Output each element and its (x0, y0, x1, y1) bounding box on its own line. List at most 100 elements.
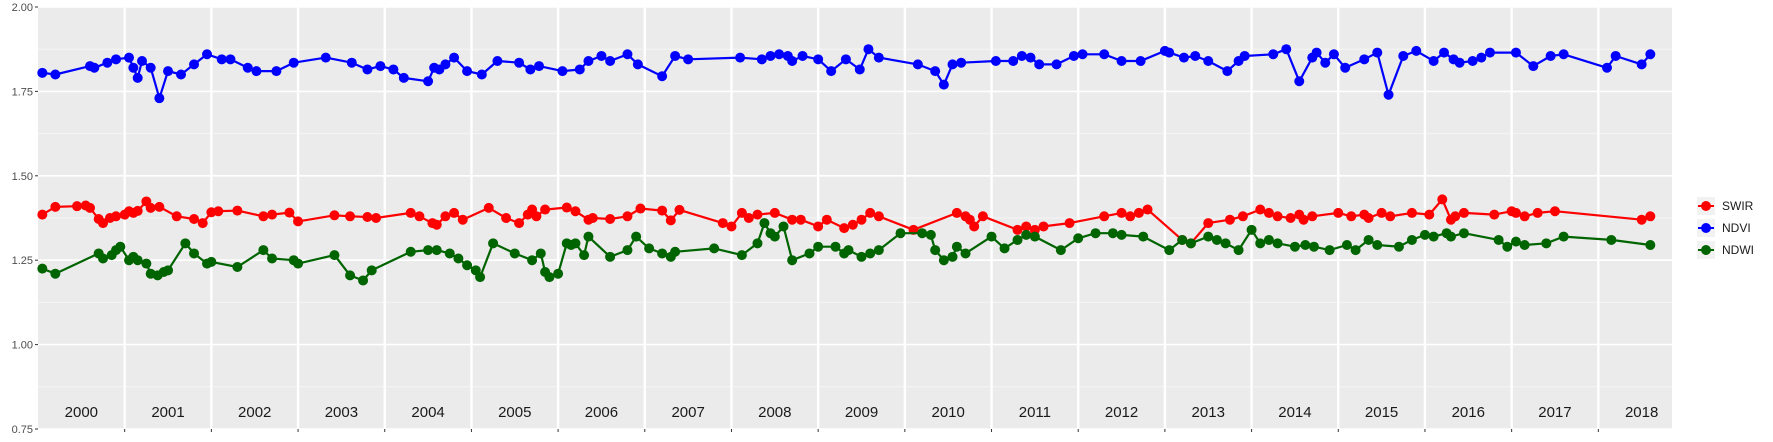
data-point-ndvi (1239, 50, 1250, 61)
y-tick-label: 1.50 (12, 171, 33, 183)
data-point-ndwi (1289, 241, 1300, 252)
data-point-ndwi (605, 251, 616, 262)
data-point-ndvi (1034, 59, 1045, 70)
data-point-ndwi (1493, 234, 1504, 245)
year-label: 2009 (845, 404, 878, 421)
data-point-ndwi (544, 272, 555, 283)
data-point-ndvi (1439, 47, 1450, 58)
data-point-ndvi (288, 57, 299, 68)
legend-item-swir: SWIR (1697, 197, 1754, 215)
legend-label: NDVI (1722, 221, 1751, 235)
data-point-ndvi (1008, 56, 1019, 67)
data-point-swir (561, 202, 572, 213)
data-point-swir (1437, 194, 1448, 205)
year-label: 2000 (65, 404, 98, 421)
legend-item-ndwi: NDWI (1697, 241, 1754, 259)
data-point-ndwi (423, 245, 434, 256)
data-point-swir (977, 211, 988, 222)
data-point-ndvi (765, 50, 776, 61)
data-point-swir (1376, 207, 1387, 218)
data-point-ndwi (1012, 234, 1023, 245)
data-point-ndvi (1178, 52, 1189, 63)
data-point-swir (540, 204, 551, 215)
data-point-swir (839, 223, 850, 234)
data-point-swir (787, 214, 798, 225)
data-point-ndvi (912, 59, 923, 70)
data-point-ndwi (1029, 231, 1040, 242)
data-point-ndvi (990, 56, 1001, 67)
data-point-ndvi (388, 64, 399, 75)
data-point-ndwi (1445, 231, 1456, 242)
data-point-ndvi (1077, 49, 1088, 60)
grid-minor (38, 48, 1672, 388)
data-point-swir (1125, 211, 1136, 222)
data-point-ndwi (329, 250, 340, 261)
data-point-swir (1363, 213, 1374, 223)
data-point-ndwi (1510, 236, 1521, 247)
data-point-swir (405, 207, 416, 218)
data-point-swir (1307, 211, 1318, 222)
data-point-ndwi (1645, 240, 1656, 251)
data-point-swir (752, 209, 763, 220)
data-point-ndwi (444, 248, 455, 259)
year-label: 2006 (585, 404, 618, 421)
data-point-swir (743, 213, 754, 223)
data-point-ndvi (930, 66, 941, 77)
data-point-ndvi (938, 79, 949, 90)
data-point-ndvi (1016, 50, 1027, 61)
data-point-swir (951, 207, 962, 218)
year-label: 2016 (1452, 404, 1485, 421)
data-point-swir (769, 207, 780, 218)
data-point-swir (847, 219, 858, 230)
data-point-ndwi (1021, 229, 1032, 240)
data-point-ndwi (644, 243, 655, 254)
data-point-ndwi (1308, 241, 1319, 252)
legend-item-ndvi: NDVI (1697, 219, 1751, 237)
data-point-ndvi (1359, 54, 1370, 65)
y-tick-label: 1.75 (12, 86, 33, 98)
data-point-ndvi (154, 93, 165, 104)
data-point-swir (736, 207, 747, 218)
data-point-ndvi (132, 72, 143, 83)
data-point-ndvi (50, 69, 61, 80)
data-point-ndvi (1294, 76, 1305, 87)
data-point-ndwi (488, 238, 499, 249)
data-point-ndwi (804, 248, 815, 259)
year-label: 2003 (325, 404, 358, 421)
data-point-ndwi (1073, 233, 1084, 244)
data-point-ndwi (1350, 245, 1361, 256)
data-point-ndwi (132, 255, 143, 266)
data-point-swir (345, 211, 356, 222)
data-point-ndwi (960, 248, 971, 259)
data-point-ndvi (440, 59, 451, 70)
data-point-ndwi (895, 228, 906, 239)
y-tick-label: 0.75 (12, 424, 33, 436)
data-point-ndwi (951, 241, 962, 252)
data-point-ndwi (1300, 240, 1311, 251)
data-point-swir (154, 201, 165, 212)
data-point-ndvi (622, 49, 633, 60)
data-point-ndvi (242, 62, 253, 73)
data-point-ndwi (475, 272, 486, 283)
data-point-ndvi (1340, 62, 1351, 73)
data-point-ndwi (873, 245, 884, 256)
data-point-ndwi (141, 258, 152, 269)
data-point-swir (457, 214, 468, 225)
data-point-ndvi (476, 69, 487, 80)
data-point-ndvi (1320, 57, 1331, 68)
data-point-swir (1116, 207, 1127, 218)
data-point-ndwi (787, 255, 798, 266)
data-point-ndwi (462, 260, 473, 271)
data-point-swir (1064, 218, 1075, 229)
data-point-ndvi (1398, 50, 1409, 61)
data-point-ndvi (111, 54, 122, 65)
data-point-ndvi (251, 66, 262, 77)
data-point-ndwi (180, 238, 191, 249)
data-point-ndvi (225, 54, 236, 65)
data-point-swir (665, 215, 676, 226)
data-point-ndvi (1203, 56, 1214, 67)
data-point-ndvi (1467, 56, 1478, 67)
legend: SWIR NDVI NDWI (1697, 197, 1754, 259)
data-point-swir (362, 211, 373, 222)
x-axis: 2000 2001 2002 2003 2004 2005 2006 2007 2008 2009… (65, 404, 1658, 432)
